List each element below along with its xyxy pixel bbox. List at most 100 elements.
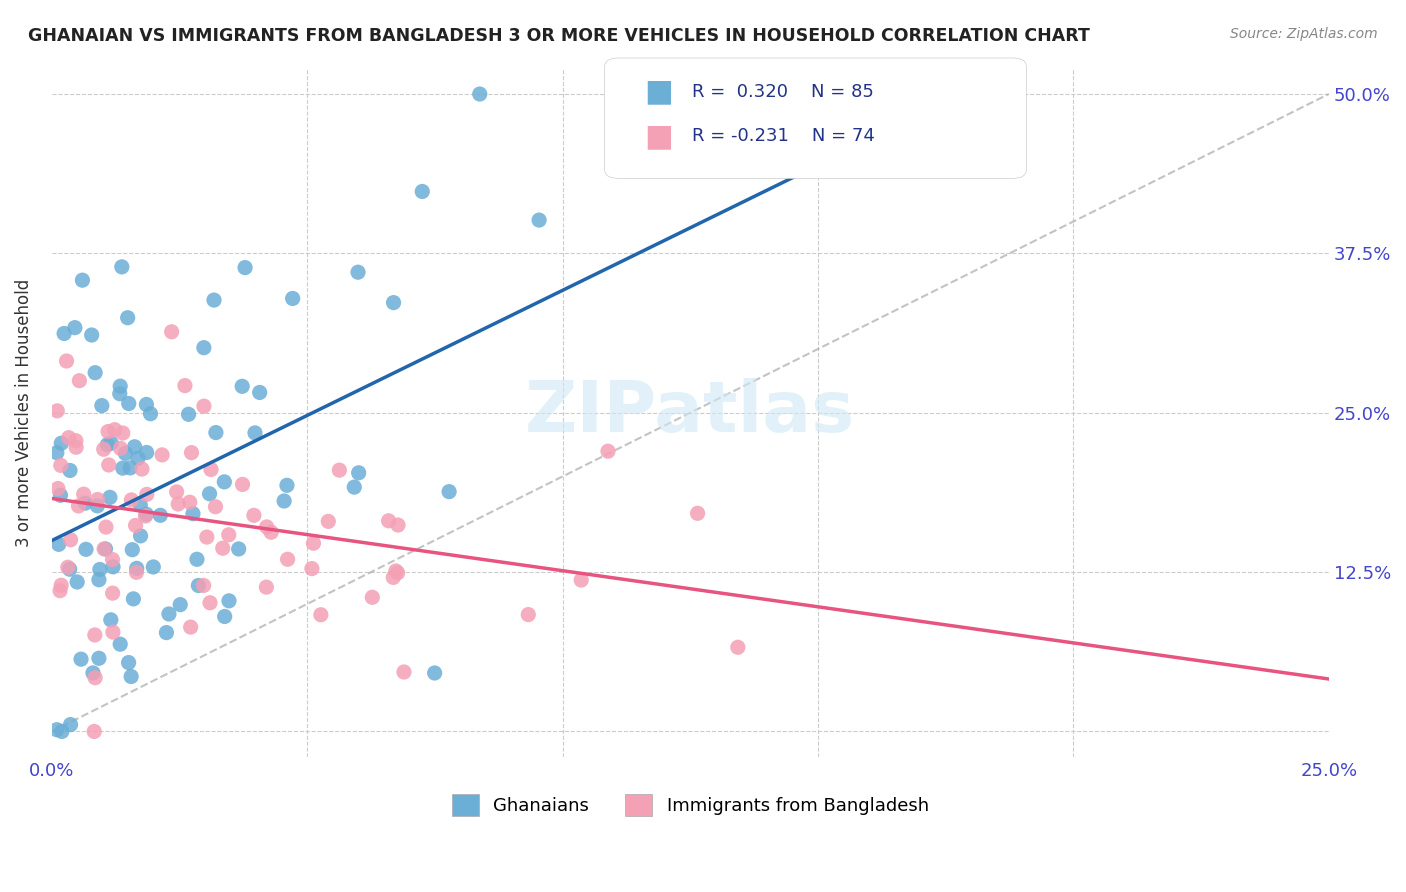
Point <box>281 292 304 306</box>
Point <box>387 566 409 580</box>
Point <box>198 596 221 610</box>
Point <box>569 573 592 587</box>
Point <box>139 407 162 421</box>
Point <box>135 397 157 411</box>
Point <box>129 529 152 543</box>
Point <box>75 542 97 557</box>
Point <box>125 566 148 580</box>
Point <box>51 436 73 450</box>
Y-axis label: 3 or more Vehicles in Household: 3 or more Vehicles in Household <box>15 278 32 547</box>
Point <box>45 723 67 737</box>
Point <box>596 444 619 458</box>
Point <box>49 458 72 473</box>
Point <box>218 594 240 608</box>
Point <box>527 213 550 227</box>
Point <box>67 374 90 388</box>
Point <box>124 518 146 533</box>
Point <box>166 484 188 499</box>
Point <box>65 434 87 448</box>
Point <box>228 541 250 556</box>
Point <box>174 378 197 392</box>
Point <box>256 520 278 534</box>
Point <box>205 425 228 440</box>
Point <box>51 724 73 739</box>
Point <box>377 514 399 528</box>
Point <box>108 386 131 401</box>
Point <box>101 552 124 566</box>
Point <box>100 613 122 627</box>
Point <box>101 625 124 640</box>
Point <box>169 598 191 612</box>
Point <box>101 586 124 600</box>
Point <box>135 507 157 521</box>
Point <box>120 461 142 475</box>
Point <box>423 665 446 680</box>
Point <box>411 185 433 199</box>
Text: ZIPatlas: ZIPatlas <box>526 378 855 447</box>
Point <box>83 628 105 642</box>
Point <box>160 325 183 339</box>
Point <box>517 607 540 622</box>
Text: R =  0.320    N = 85: R = 0.320 N = 85 <box>692 83 873 101</box>
Point <box>121 542 143 557</box>
Point <box>75 496 97 510</box>
Point <box>347 466 370 480</box>
Point <box>218 528 240 542</box>
Point <box>276 478 298 492</box>
Point <box>180 620 202 634</box>
Point <box>135 487 157 501</box>
Point <box>124 440 146 454</box>
Point <box>193 341 215 355</box>
Point <box>302 536 325 550</box>
Point <box>108 637 131 651</box>
Point <box>243 508 266 523</box>
Point <box>94 541 117 556</box>
Text: GHANAIAN VS IMMIGRANTS FROM BANGLADESH 3 OR MORE VEHICLES IN HOUSEHOLD CORRELATI: GHANAIAN VS IMMIGRANTS FROM BANGLADESH 3… <box>28 27 1090 45</box>
Point <box>231 477 253 491</box>
Text: R = -0.231    N = 74: R = -0.231 N = 74 <box>692 128 875 145</box>
Point <box>63 320 86 334</box>
Point <box>87 573 110 587</box>
Point <box>89 562 111 576</box>
Point <box>65 440 87 454</box>
Point <box>48 537 70 551</box>
Point <box>87 651 110 665</box>
Text: ■: ■ <box>644 78 673 106</box>
Point <box>343 480 366 494</box>
Point <box>347 265 370 279</box>
Point <box>200 462 222 476</box>
Point <box>125 561 148 575</box>
Point <box>101 559 124 574</box>
Point <box>93 442 115 457</box>
Point <box>108 379 131 393</box>
Point <box>193 399 215 413</box>
Point <box>179 495 201 509</box>
Point <box>686 506 709 520</box>
Point <box>392 665 415 679</box>
Point <box>468 87 491 101</box>
Point <box>80 328 103 343</box>
Point <box>120 669 142 683</box>
Point <box>73 487 96 501</box>
Point <box>273 494 295 508</box>
Point <box>49 488 72 502</box>
Point <box>142 560 165 574</box>
Point <box>198 487 221 501</box>
Point <box>131 462 153 476</box>
Point <box>84 366 107 380</box>
Point <box>385 564 408 578</box>
Point <box>114 446 136 460</box>
Point <box>122 591 145 606</box>
Point <box>195 530 218 544</box>
Point <box>94 520 117 534</box>
Text: Source: ZipAtlas.com: Source: ZipAtlas.com <box>1230 27 1378 41</box>
Point <box>104 423 127 437</box>
Point <box>193 578 215 592</box>
Point <box>86 492 108 507</box>
Point <box>149 508 172 523</box>
Point <box>111 425 134 440</box>
Point <box>277 552 299 566</box>
Point <box>96 437 118 451</box>
Point <box>59 533 82 547</box>
Point <box>97 425 120 439</box>
